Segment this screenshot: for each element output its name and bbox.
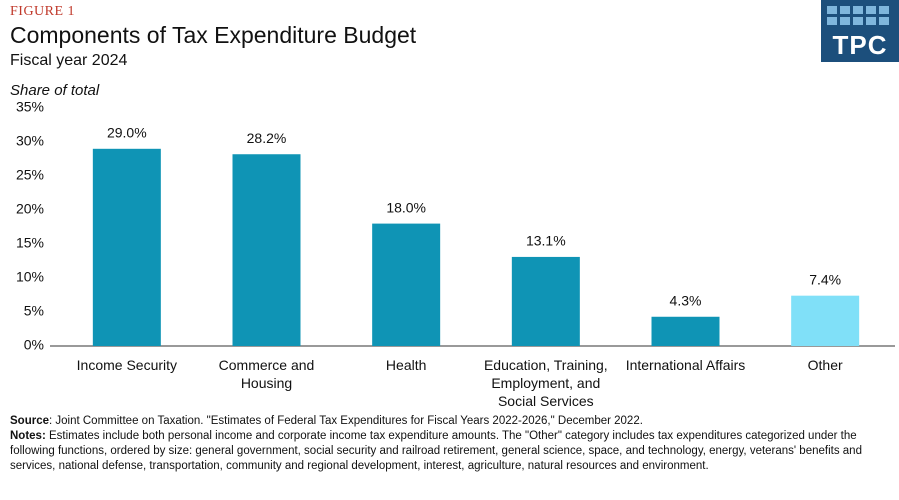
y-tick-label: 0% [24,337,44,353]
bar [651,316,720,346]
value-label: 7.4% [809,271,841,287]
bar [511,256,580,346]
y-tick-label: 10% [16,269,44,285]
y-tick-label: 25% [16,167,44,183]
source-text: : Joint Committee on Taxation. "Estimate… [49,415,643,427]
notes-label: Notes: [10,430,46,442]
logo-square [879,6,889,14]
x-tick-label: Health [385,357,427,373]
logo: TPC [821,0,899,62]
logo-square [853,6,863,14]
value-label: 13.1% [526,233,566,249]
x-tick-label: Income Security [76,357,178,373]
x-tick-label: Other [807,357,843,373]
logo-square [866,17,876,25]
value-label: 18.0% [386,199,426,215]
logo-square [853,17,863,25]
chart-subtitle: Fiscal year 2024 [10,52,128,69]
logo-square [840,17,850,25]
value-label: 28.2% [247,130,287,146]
notes: Source: Joint Committee on Taxation. "Es… [10,414,890,474]
source-label: Source [10,415,49,427]
y-tick-label: 35% [16,99,44,115]
logo-square [879,17,889,25]
value-label: 29.0% [107,125,147,141]
source-line: Source: Joint Committee on Taxation. "Es… [10,414,890,429]
x-tick-label: International Affairs [625,357,746,373]
y-tick-label: 15% [16,235,44,251]
y-tick-label: 5% [24,303,44,319]
bar [232,154,301,346]
notes-text: Estimates include both personal income a… [10,430,862,472]
logo-square [827,17,837,25]
bar [791,295,860,346]
x-tick-label: Education, Training, Employment, and Soc… [483,357,608,409]
logo-square [866,6,876,14]
y-tick-label: 30% [16,133,44,149]
value-label: 4.3% [670,292,702,308]
notes-line: Notes: Estimates include both personal i… [10,429,890,474]
bar [372,223,441,346]
y-axis-label: Share of total [10,82,100,99]
y-tick-label: 20% [16,201,44,217]
figure-label: FIGURE 1 [10,4,76,19]
logo-square [827,6,837,14]
chart-title: Components of Tax Expenditure Budget [10,22,417,48]
x-tick-label: Commerce and Housing [218,357,315,391]
logo-square [840,6,850,14]
bar [92,148,161,346]
logo-text: TPC [832,30,888,60]
